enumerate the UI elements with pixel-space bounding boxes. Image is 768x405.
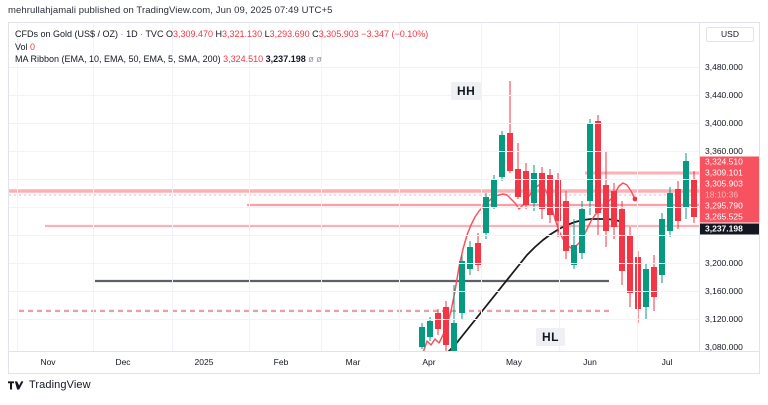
price-axis-tick: 3,160.000	[705, 286, 743, 296]
price-axis-tick: 3,120.000	[705, 314, 743, 324]
gridline-horizontal	[9, 235, 701, 236]
candle	[603, 151, 609, 247]
candle	[515, 143, 521, 199]
candle	[443, 301, 449, 353]
candle	[531, 165, 537, 211]
gridline-horizontal	[9, 319, 701, 320]
candle	[683, 153, 689, 219]
gridline-vertical	[93, 23, 94, 353]
candle	[571, 219, 577, 269]
price-badge-sma[interactable]: 3,237.198	[700, 223, 759, 235]
time-axis-tick: Jun	[583, 357, 597, 367]
candle	[675, 181, 681, 229]
gridline-horizontal	[9, 95, 701, 96]
candle	[467, 241, 473, 275]
gridline-horizontal	[9, 207, 701, 208]
price-axis[interactable]: USD 3,480.000 3,440.000 3,400.000 3,360.…	[699, 23, 759, 353]
gridline-horizontal	[9, 179, 701, 180]
candle	[419, 323, 425, 349]
gridline-horizontal	[9, 151, 701, 152]
candle	[611, 183, 617, 239]
candle	[547, 169, 553, 223]
candle	[587, 119, 593, 215]
time-axis-tick: Nov	[40, 357, 56, 367]
time-axis-tick: Jul	[661, 357, 673, 367]
price-axis-tick: 3,080.000	[705, 342, 743, 352]
price-badge-last-price[interactable]: 3,305.903	[700, 178, 759, 190]
tradingview-brand-text: TradingView	[29, 379, 91, 391]
time-axis[interactable]: Nov Dec 2025 Feb Mar Apr May Jun Jul	[9, 351, 759, 373]
gridline-vertical	[17, 23, 18, 353]
candle	[539, 167, 545, 219]
price-badge-ema[interactable]: 3,324.510	[700, 156, 759, 168]
gridline-vertical	[481, 23, 482, 353]
chart-frame: HH HL USD 3,480.000 3,440.000 3,400.000 …	[8, 22, 760, 374]
annotation-hl-label[interactable]: HL	[536, 328, 565, 346]
sma-200-line	[446, 218, 624, 353]
time-axis-tick: 2025	[194, 357, 214, 367]
candle	[635, 251, 641, 323]
price-badge-level[interactable]: 3,265.525	[700, 211, 759, 223]
gridline-horizontal	[9, 291, 701, 292]
price-badge-countdown[interactable]: 18:10:36	[700, 189, 759, 201]
price-badge-level[interactable]: 3,295.790	[700, 200, 759, 212]
annotation-hh-label[interactable]: HH	[451, 82, 482, 100]
price-badge-level[interactable]: 3,309.101	[700, 167, 759, 179]
candle	[627, 227, 633, 307]
candle	[491, 175, 497, 209]
time-axis-tick: Apr	[422, 357, 436, 367]
time-axis-tick: Feb	[273, 357, 289, 367]
time-axis-tick: May	[505, 357, 523, 367]
candle	[651, 255, 657, 311]
ema-last-value-dot	[632, 196, 638, 202]
candle	[595, 115, 601, 235]
candle	[435, 309, 441, 335]
price-axis-tick: 3,480.000	[705, 62, 743, 72]
gridline-vertical	[249, 23, 250, 353]
candle	[667, 187, 673, 237]
chart-plot-area[interactable]: HH HL	[9, 23, 701, 353]
time-axis-tick: Dec	[115, 357, 131, 367]
attribution-text: mehrullahjamali published on TradingView…	[8, 5, 333, 16]
price-axis-tick: 3,360.000	[705, 146, 743, 156]
gridline-vertical	[559, 23, 560, 353]
gridline-horizontal	[9, 67, 701, 68]
candle	[499, 131, 505, 181]
candle	[555, 173, 561, 237]
candle	[579, 201, 585, 259]
price-axis-tick: 3,440.000	[705, 90, 743, 100]
candle	[523, 163, 529, 209]
gridline-vertical	[321, 23, 322, 353]
gridline-vertical	[399, 23, 400, 353]
price-axis-currency-label: USD	[706, 27, 754, 42]
candle	[483, 193, 489, 239]
tradingview-footer[interactable]: TradingView	[8, 379, 91, 391]
candle	[563, 191, 569, 259]
candle	[619, 201, 625, 285]
candle	[659, 213, 665, 283]
price-axis-tick: 3,400.000	[705, 118, 743, 128]
gridline-vertical	[172, 23, 173, 353]
candle	[459, 255, 465, 319]
candle	[427, 317, 433, 341]
candlestick-series	[419, 81, 697, 353]
gridline-vertical	[637, 23, 638, 353]
gridline-horizontal	[9, 123, 701, 124]
candle	[475, 233, 481, 271]
price-axis-tick: 3,200.000	[705, 258, 743, 268]
gridline-horizontal	[9, 263, 701, 264]
time-axis-tick: Mar	[345, 357, 361, 367]
price-series-svg	[9, 81, 701, 353]
tradingview-logo-icon	[8, 380, 24, 391]
candle	[507, 81, 513, 173]
